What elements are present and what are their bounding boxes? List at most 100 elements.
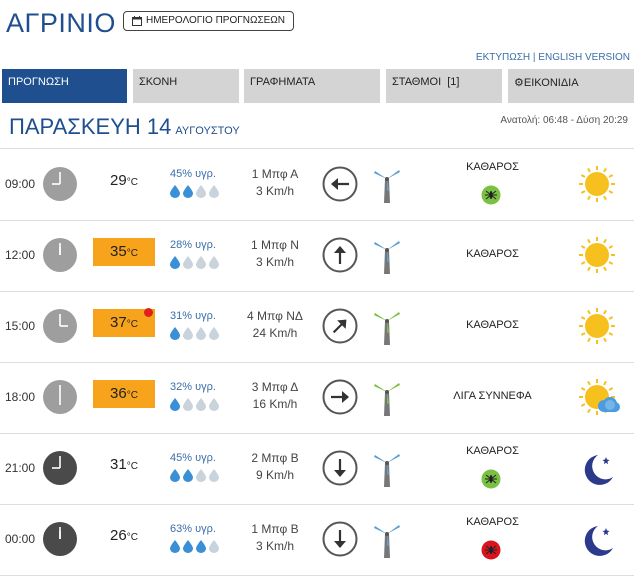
- sky-condition: ΚΑΘΑΡΟΣ: [466, 248, 519, 260]
- drop-icon: [170, 185, 180, 203]
- sky-condition: ΛΙΓΑ ΣΥΝΝΕΦΑ: [453, 390, 532, 402]
- clock-icon: [42, 521, 78, 562]
- temperature: 35°C: [93, 238, 155, 266]
- row-time: 12:00: [5, 248, 36, 262]
- humidity: 32% υγρ.: [170, 381, 216, 393]
- temperature-unit: °C: [126, 319, 138, 330]
- sky-condition: ΚΑΘΑΡΟΣ: [466, 516, 519, 528]
- drop-icon: [170, 256, 180, 274]
- temperature-unit: °C: [126, 390, 138, 401]
- wind-speed: 9 Km/h: [255, 468, 294, 482]
- row-time: 18:00: [5, 390, 36, 404]
- wind-direction-icon: [322, 450, 358, 491]
- drop-icon: [170, 469, 180, 487]
- temperature-unit: °C: [126, 461, 138, 472]
- print-link[interactable]: ΕΚΤΥΠΩΣΗ: [475, 52, 531, 63]
- mosquito-icon: [481, 185, 501, 210]
- wind-info: 4 Μπφ ΝΔ 24 Km/h: [235, 308, 315, 342]
- heat-alert-dot: [144, 308, 153, 317]
- tab-label: ΓΡΑΦΗΜΑΤΑ: [250, 76, 316, 88]
- drop-icon: [209, 185, 219, 203]
- drop-icon: [183, 469, 193, 487]
- humidity-drops: [170, 540, 219, 558]
- drop-icon: [183, 327, 193, 345]
- moon-icon: [576, 518, 620, 567]
- wind-beaufort: 1 Μπφ Β: [251, 522, 299, 536]
- row-time: 00:00: [5, 532, 36, 546]
- sky-condition: ΚΑΘΑΡΟΣ: [466, 319, 519, 331]
- clock-icon: [42, 308, 78, 349]
- drop-icon: [183, 256, 193, 274]
- drop-icon: [209, 398, 219, 416]
- forecast-row: 21:00 31°C 45% υγρ. 2 Μπφ Β 9 Km/h ΚΑΘΑΡΟΣ: [0, 433, 634, 505]
- forecast-row: 00:00 26°C 63% υγρ. 1 Μπφ Β 3 Km/h ΚΑΘΑΡΟΣ: [0, 504, 634, 576]
- mosquito-icon: [481, 469, 501, 494]
- drop-icon: [209, 327, 219, 345]
- mosquito-icon: [481, 540, 501, 565]
- sun-icon: [576, 305, 620, 354]
- temperature-unit: °C: [126, 248, 138, 259]
- temperature-value: 29: [110, 172, 127, 189]
- city-title: ΑΓΡΙΝΙΟ: [6, 8, 116, 38]
- humidity-drops: [170, 185, 219, 203]
- wind-info: 3 Μπφ Δ 16 Km/h: [235, 379, 315, 413]
- temperature: 29°C: [93, 167, 155, 195]
- sun-icon: [576, 163, 620, 212]
- wind-turbine-icon: [370, 520, 404, 565]
- wind-beaufort: 1 Μπφ Α: [251, 167, 299, 181]
- wind-speed: 3 Km/h: [255, 255, 294, 269]
- wind-speed: 16 Km/h: [252, 397, 298, 411]
- wind-beaufort: 3 Μπφ Δ: [251, 380, 299, 394]
- tab-widgets[interactable]: ⚙ΕΙΚΟΝΙΔΙΑ: [508, 69, 634, 103]
- wind-turbine-icon: [370, 236, 404, 281]
- temperature-value: 31: [110, 456, 127, 473]
- tab-forecast[interactable]: ΠΡΟΓΝΩΣΗ: [2, 69, 127, 103]
- clock-icon: [42, 237, 78, 278]
- wind-direction-icon: [322, 237, 358, 278]
- tab-dust[interactable]: ΣΚΟΝΗ: [133, 69, 239, 103]
- forecast-row: 09:00 29°C 45% υγρ. 1 Μπφ Α 3 Km/h ΚΑΘΑΡΟΣ: [0, 149, 634, 221]
- top-links: ΕΚΤΥΠΩΣΗ | ENGLISH VERSION: [476, 52, 630, 63]
- tab-label: ΠΡΟΓΝΩΣΗ: [8, 76, 69, 88]
- wind-info: 2 Μπφ Β 9 Km/h: [235, 450, 315, 484]
- humidity: 28% υγρ.: [170, 239, 216, 251]
- tab-label: ΣΤΑΘΜΟΙ [1]: [392, 76, 460, 88]
- drop-icon: [170, 327, 180, 345]
- drop-icon: [209, 256, 219, 274]
- wind-turbine-icon: [370, 307, 404, 352]
- drop-icon: [196, 185, 206, 203]
- sun-icon: [576, 234, 620, 283]
- english-version-link[interactable]: ENGLISH VERSION: [538, 52, 630, 63]
- partly-cloudy-icon: [576, 376, 620, 425]
- wind-info: 1 Μπφ Ν 3 Km/h: [235, 237, 315, 271]
- drop-icon: [196, 398, 206, 416]
- humidity-drops: [170, 469, 219, 487]
- sky-condition: ΚΑΘΑΡΟΣ: [466, 445, 519, 457]
- drop-icon: [196, 540, 206, 558]
- forecast-row: 12:00 35°C 28% υγρ. 1 Μπφ Ν 3 Km/h ΚΑΘΑΡΟΣ: [0, 220, 634, 292]
- clock-icon: [42, 450, 78, 491]
- temperature-unit: °C: [126, 177, 138, 188]
- forecast-row: 15:00 37°C 31% υγρ. 4 Μπφ ΝΔ 24 Km/h ΚΑΘΑΡΟΣ: [0, 291, 634, 363]
- wind-speed: 3 Km/h: [255, 184, 294, 198]
- tab-stations[interactable]: ΣΤΑΘΜΟΙ [1]: [386, 69, 502, 103]
- day-name: ΠΑΡΑΣΚΕΥΗ 14: [9, 114, 172, 139]
- sky-condition: ΚΑΘΑΡΟΣ: [466, 161, 519, 173]
- wind-direction-icon: [322, 521, 358, 562]
- tab-charts[interactable]: ΓΡΑΦΗΜΑΤΑ: [244, 69, 380, 103]
- wind-direction-icon: [322, 308, 358, 349]
- forecast-calendar-button[interactable]: ΗΜΕΡΟΛΟΓΙΟ ΠΡΟΓΝΩΣΕΩΝ: [123, 11, 295, 31]
- tab-label: ΣΚΟΝΗ: [139, 76, 178, 88]
- sunrise-sunset: Ανατολή: 06:48 - Δύση 20:29: [500, 115, 628, 126]
- wind-beaufort: 4 Μπφ ΝΔ: [247, 309, 303, 323]
- wind-turbine-icon: [370, 449, 404, 494]
- humidity-drops: [170, 327, 219, 345]
- temperature: 37°C: [93, 308, 155, 337]
- temperature-value: 37: [110, 314, 127, 331]
- calendar-button-label: ΗΜΕΡΟΛΟΓΙΟ ΠΡΟΓΝΩΣΕΩΝ: [146, 15, 286, 26]
- humidity: 45% υγρ.: [170, 452, 216, 464]
- day-title: ΠΑΡΑΣΚΕΥΗ 14 ΑΥΓΟΥΣΤΟΥ: [9, 114, 240, 140]
- temperature-value: 35: [110, 243, 127, 260]
- drop-icon: [183, 185, 193, 203]
- wind-beaufort: 1 Μπφ Ν: [251, 238, 299, 252]
